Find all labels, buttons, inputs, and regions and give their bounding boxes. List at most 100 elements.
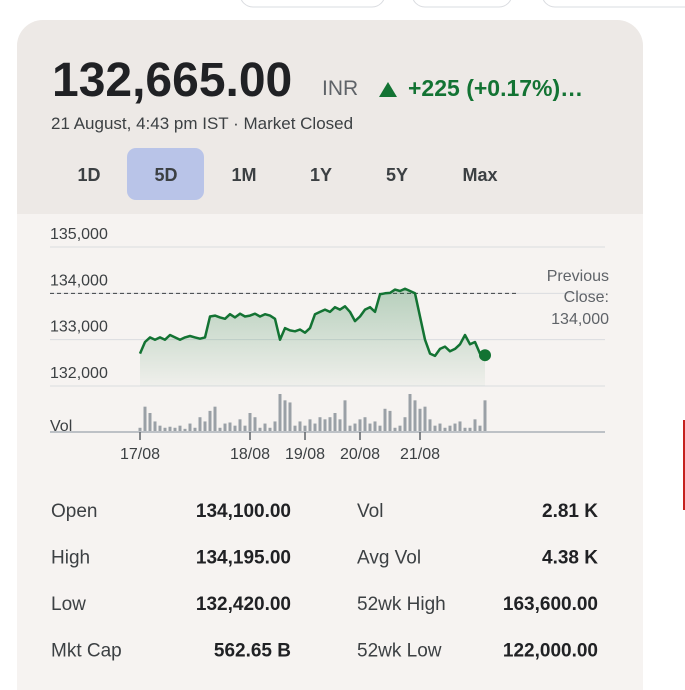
- volume-bar: [363, 417, 367, 432]
- volume-bar: [328, 417, 332, 432]
- volume-bar: [178, 425, 182, 432]
- price: 132,665.00: [52, 54, 292, 107]
- volume-bar: [303, 425, 307, 432]
- volume-bar: [243, 425, 247, 432]
- x-tick-label: 18/08: [230, 446, 270, 463]
- volume-bar: [348, 425, 352, 432]
- stat-value: 163,600.00: [503, 594, 598, 615]
- volume-bar: [203, 421, 207, 432]
- volume-bar: [428, 419, 432, 432]
- y-tick-label: 132,000: [50, 365, 108, 382]
- volume-bar: [163, 427, 167, 432]
- stat-value: 562.65 B: [214, 641, 291, 662]
- tab[interactable]: 1Y: [310, 165, 332, 185]
- volume-bar: [218, 427, 222, 432]
- volume-bar: [233, 425, 237, 432]
- change: +225 (+0.17%)…: [408, 75, 583, 101]
- stat-label: Vol: [357, 501, 383, 522]
- volume-bar: [228, 422, 232, 432]
- volume-bar: [288, 402, 292, 432]
- volume-bar: [208, 410, 212, 432]
- volume-bar: [253, 417, 257, 432]
- volume-bar: [353, 423, 357, 432]
- stat-label: Mkt Cap: [51, 641, 122, 662]
- volume-bar: [433, 425, 437, 432]
- volume-bar: [418, 408, 422, 432]
- volume-bar: [158, 425, 162, 432]
- volume-bar: [338, 419, 342, 432]
- volume-bar: [448, 425, 452, 432]
- tabs: 1D 5D 1M 1Y 5Y Max: [77, 148, 498, 200]
- chart: 132,000 133,000 134,000 135,000 Previous Clos…: [50, 226, 609, 463]
- volume-bar: [358, 419, 362, 432]
- volume-bar: [343, 400, 347, 432]
- volume-bar: [408, 394, 412, 432]
- volume-bar: [468, 427, 472, 432]
- stat-label: Avg Vol: [357, 548, 421, 569]
- tab-selected-bg: [127, 148, 204, 200]
- y-tick-label: 135,000: [50, 226, 108, 243]
- volume-bar: [473, 419, 477, 432]
- volume-bar: [143, 406, 147, 432]
- x-tick-label: 21/08: [400, 446, 440, 463]
- stat-label: High: [51, 548, 90, 569]
- tab[interactable]: Max: [462, 165, 497, 185]
- volume-bar: [283, 400, 287, 432]
- stat-value: 4.38 K: [542, 548, 598, 569]
- volume-bar: [263, 423, 267, 432]
- volume-bar: [238, 419, 242, 432]
- price-area: [140, 288, 485, 386]
- stat-label: Open: [51, 501, 97, 522]
- volume-bar: [333, 413, 337, 432]
- stat-value: 2.81 K: [542, 501, 598, 522]
- volume-bar: [213, 406, 217, 432]
- volume-bar: [223, 423, 227, 432]
- stat-value: 122,000.00: [503, 641, 598, 662]
- volume-bar: [138, 427, 142, 432]
- volume-bar: [293, 425, 297, 432]
- last-point: [479, 349, 491, 362]
- volume-bar: [248, 413, 252, 432]
- volume-bar: [378, 425, 382, 432]
- tab[interactable]: 1D: [77, 165, 100, 185]
- previous-close-label: Previous: [547, 268, 609, 285]
- volume-bar: [268, 427, 272, 432]
- tab[interactable]: 1M: [231, 165, 256, 185]
- stat-value: 134,100.00: [196, 501, 291, 522]
- volume-bar: [198, 417, 202, 432]
- price-line: [138, 287, 486, 358]
- previous-close-label: Close:: [564, 289, 609, 306]
- volume-label: Vol: [50, 418, 72, 435]
- volume-bar: [458, 421, 462, 432]
- top-pill: [412, 0, 512, 8]
- volume-bar: [318, 417, 322, 432]
- volume-bar: [453, 423, 457, 432]
- subtitle: 21 August, 4:43 pm IST · Market Closed: [51, 114, 353, 133]
- stat-label: 52wk High: [357, 594, 446, 615]
- volume-bar: [383, 408, 387, 432]
- volume-bar: [298, 421, 302, 432]
- volume-bar: [173, 427, 177, 432]
- volume-bar: [368, 423, 372, 432]
- y-tick-label: 134,000: [50, 272, 108, 289]
- volume-bar: [308, 419, 312, 432]
- volume-bar: [168, 426, 172, 432]
- volume-bar: [373, 421, 377, 432]
- volume-bar: [323, 419, 327, 432]
- stats: Open 134,100.00 Vol 2.81 K High 134,195.00 Avg…: [51, 501, 598, 662]
- stat-value: 132,420.00: [196, 594, 291, 615]
- volume-bar: [398, 425, 402, 432]
- volume-bar: [393, 427, 397, 432]
- volume-bar: [193, 427, 197, 432]
- tab[interactable]: 5Y: [386, 165, 408, 185]
- volume-bar: [183, 428, 187, 432]
- x-tick-label: 17/08: [120, 446, 160, 463]
- volume-bar: [153, 421, 157, 432]
- currency: INR: [322, 77, 358, 100]
- side-edge: [683, 420, 685, 510]
- volume-bar: [278, 394, 282, 432]
- volume-bar: [188, 423, 192, 432]
- tab[interactable]: 5D: [154, 165, 177, 185]
- y-tick-label: 133,000: [50, 319, 108, 336]
